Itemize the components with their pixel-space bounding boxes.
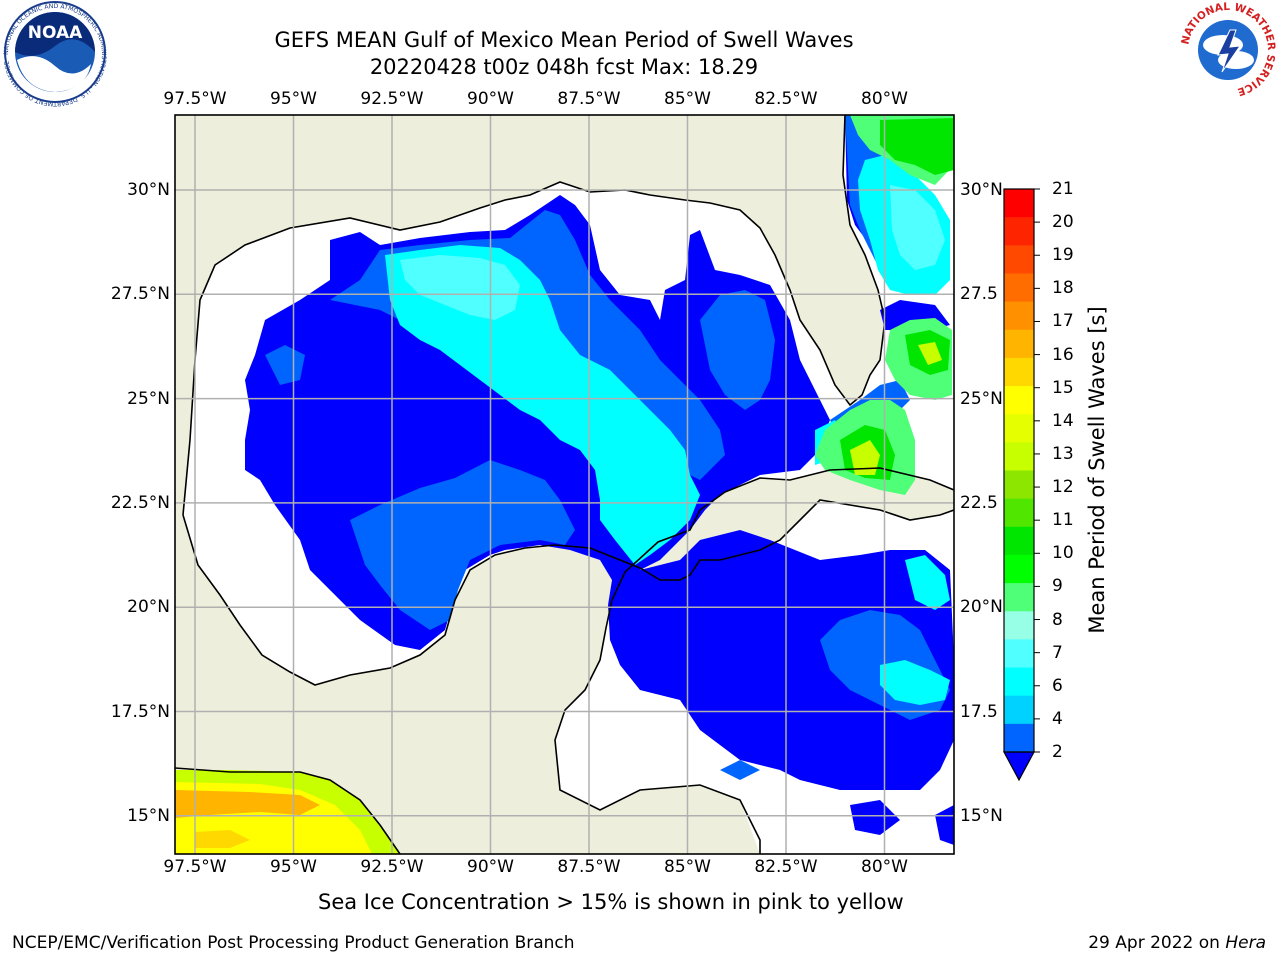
lat-tick-left: 15°N — [127, 805, 170, 826]
lat-tick-left: 20°N — [127, 597, 170, 618]
lon-tick-top: 85°W — [664, 89, 711, 109]
colorbar-tick-label: 11 — [1052, 510, 1074, 531]
colorbar-tick-label: 15 — [1052, 377, 1074, 398]
lat-tick-left: 22.5°N — [110, 492, 170, 513]
colorbar-tick-label: 6 — [1052, 675, 1063, 696]
footer-date: 29 Apr 2022 on Hera — [1088, 933, 1266, 953]
lon-tick-top: 82.5°W — [754, 89, 818, 109]
footer-host: Hera — [1225, 933, 1266, 953]
lat-lon-grid — [175, 115, 954, 854]
sea-ice-caption: Sea Ice Concentration > 15% is shown in … — [318, 890, 904, 914]
lon-tick-bottom: 90°W — [467, 857, 514, 877]
footer-credit: NCEP/EMC/Verification Post Processing Pr… — [12, 933, 575, 953]
colorbar-tick-label: 18 — [1052, 278, 1074, 299]
colorbar-tick-label: 12 — [1052, 477, 1074, 498]
colorbar-tick-label: 14 — [1052, 410, 1074, 431]
colorbar-tick-label: 17 — [1052, 311, 1074, 332]
colorbar-tick-label: 19 — [1052, 245, 1074, 266]
colorbar-tick-label: 21 — [1052, 179, 1074, 199]
lon-tick-bottom: 95°W — [270, 857, 317, 877]
lat-tick-right: 25°N — [960, 388, 1003, 409]
footer-date-text: 29 Apr 2022 on — [1088, 933, 1226, 953]
chart-subtitle: 20220428 t00z 048h fcst Max: 18.29 — [369, 55, 759, 79]
lon-tick-top: 92.5°W — [360, 89, 424, 109]
lat-tick-right: 22.5 — [960, 492, 998, 513]
lat-tick-left: 17.5°N — [110, 701, 170, 722]
chart-title: GEFS MEAN Gulf of Mexico Mean Period of … — [274, 28, 854, 52]
colorbar-tick-label: 13 — [1052, 443, 1074, 464]
lon-tick-bottom: 87.5°W — [557, 857, 621, 877]
colorbar-tick-label: 10 — [1052, 543, 1074, 564]
lon-tick-top: 87.5°W — [557, 89, 621, 109]
nws-logo: NATIONAL WEATHER SERVICE — [1179, 1, 1277, 98]
colorbar-tick-label: 9 — [1052, 576, 1063, 597]
colorbar-tick-label: 4 — [1052, 708, 1063, 729]
lon-tick-top: 90°W — [467, 89, 514, 109]
lat-tick-right: 17.5 — [960, 701, 998, 722]
coastlines — [175, 115, 954, 854]
lon-tick-bottom: 82.5°W — [754, 857, 818, 877]
lat-tick-left: 30°N — [127, 180, 170, 200]
lon-tick-bottom: 92.5°W — [360, 857, 424, 877]
lon-tick-bottom: 97.5°W — [163, 857, 227, 877]
colorbar-tick-label: 2 — [1052, 742, 1063, 762]
lat-tick-left: 27.5°N — [110, 284, 170, 305]
lat-tick-left: 25°N — [127, 388, 170, 409]
lon-tick-top: 97.5°W — [163, 89, 227, 109]
colorbar-label: Mean Period of Swell Waves [s] — [1085, 306, 1109, 634]
pacific-swell-region — [175, 770, 400, 854]
noaa-logo: NATIONAL OCEANIC AND ATMOSPHERIC ADMINIS… — [3, 1, 107, 107]
lon-tick-bottom: 85°W — [664, 857, 711, 877]
map-frame — [174, 114, 955, 855]
swell-yellowgreen-regions — [850, 342, 942, 475]
noaa-logo-text: NOAA — [28, 23, 83, 43]
colorbar-tick-label: 20 — [1052, 212, 1074, 233]
lon-tick-top: 95°W — [270, 89, 317, 109]
lon-tick-top: 80°W — [861, 89, 908, 109]
colorbar-tick-label: 8 — [1052, 609, 1063, 630]
lat-tick-right: 15°N — [960, 805, 1003, 826]
colorbar-tick-label: 7 — [1052, 642, 1063, 663]
lat-tick-right: 20°N — [960, 597, 1003, 618]
colorbar-tick-label: 16 — [1052, 344, 1074, 365]
lat-tick-right: 30°N — [960, 180, 1003, 200]
lat-tick-right: 27.5 — [960, 284, 998, 305]
lon-tick-bottom: 80°W — [861, 857, 908, 877]
